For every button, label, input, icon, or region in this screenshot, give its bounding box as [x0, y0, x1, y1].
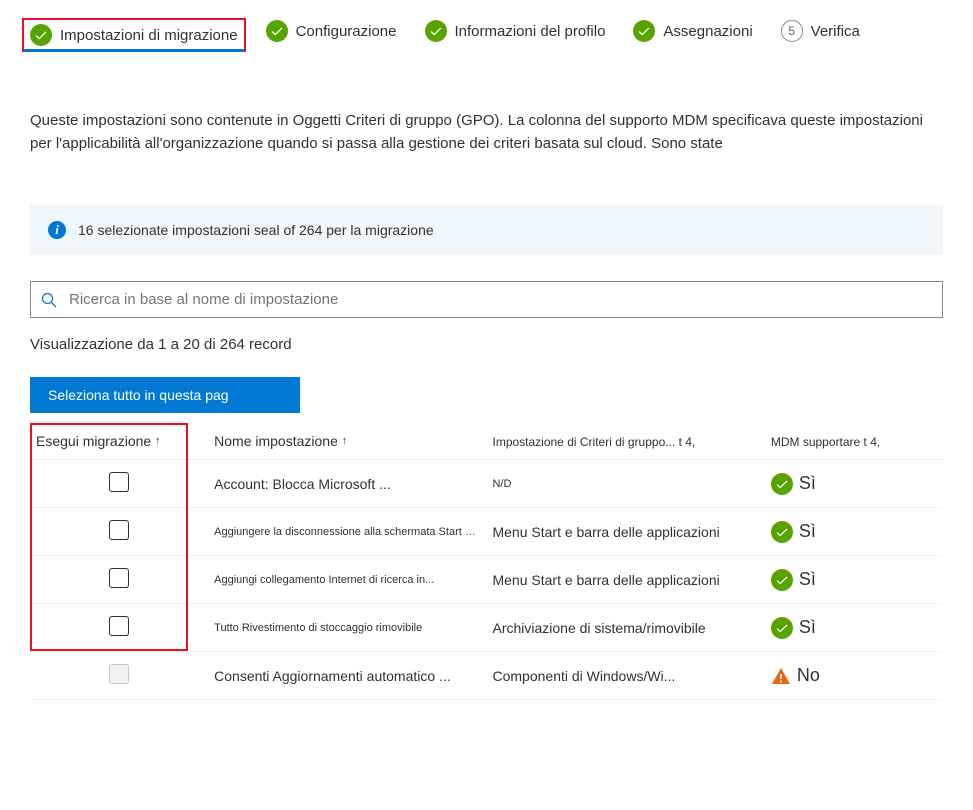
tab-migration-settings[interactable]: Impostazioni di migrazione [22, 18, 246, 52]
check-icon [771, 617, 793, 639]
step-number-icon: 5 [781, 20, 803, 42]
select-all-button[interactable]: Seleziona tutto in questa pag [30, 377, 300, 413]
setting-name: Account: Blocca Microsoft ... [208, 460, 486, 508]
search-input[interactable] [67, 290, 932, 309]
tab-label: Impostazioni di migrazione [60, 27, 238, 44]
tab-label: Configurazione [296, 23, 397, 40]
setting-name: Consenti Aggiornamenti automatico ... [208, 652, 486, 700]
tab-verify[interactable]: 5 Verifica [781, 20, 860, 50]
gpo-value: Archiviazione di sistema/rimovibile [486, 604, 764, 652]
tab-label: Assegnazioni [663, 23, 752, 40]
gpo-value: Menu Start e barra delle applicazioni [486, 556, 764, 604]
mdm-support: Sì [765, 460, 943, 508]
col-header-migrate[interactable]: Esegui migrazione ↑ [30, 423, 208, 460]
record-count-text: Visualizzazione da 1 a 20 di 264 record [30, 336, 943, 353]
settings-table: Esegui migrazione ↑ Nome impostazione ↑ … [30, 423, 943, 700]
tab-assignments[interactable]: Assegnazioni [633, 20, 752, 50]
gpo-value: Componenti di Windows/Wi... [486, 652, 764, 700]
gpo-value: Menu Start e barra delle applicazioni [486, 508, 764, 556]
info-icon: i [48, 221, 66, 239]
table-row: Aggiungi collegamento Internet di ricerc… [30, 556, 943, 604]
check-icon [771, 521, 793, 543]
table-row: Consenti Aggiornamenti automatico ... Co… [30, 652, 943, 700]
check-icon [30, 24, 52, 46]
check-icon [633, 20, 655, 42]
search-box[interactable] [30, 281, 943, 318]
migrate-checkbox[interactable] [109, 568, 129, 588]
migrate-checkbox-disabled [109, 664, 129, 684]
check-icon [266, 20, 288, 42]
table-row: Tutto Rivestimento di stoccaggio rimovib… [30, 604, 943, 652]
check-icon [771, 473, 793, 495]
mdm-support: Sì [765, 508, 943, 556]
tab-label: Verifica [811, 23, 860, 40]
setting-name: Tutto Rivestimento di stoccaggio rimovib… [208, 604, 486, 652]
info-text: 16 selezionate impostazioni seal of 264 … [78, 222, 434, 238]
wizard-stepper: Impostazioni di migrazione Configurazion… [30, 20, 943, 50]
sort-icon: ↑ [342, 435, 348, 447]
gpo-value: N/D [486, 460, 764, 508]
mdm-support: Sì [765, 556, 943, 604]
tab-label: Informazioni del profilo [455, 23, 606, 40]
col-header-name[interactable]: Nome impostazione ↑ [208, 423, 486, 460]
tab-profile-info[interactable]: Informazioni del profilo [425, 20, 606, 50]
table-header-row: Esegui migrazione ↑ Nome impostazione ↑ … [30, 423, 943, 460]
table-row: Aggiungere la disconnessione alla scherm… [30, 508, 943, 556]
settings-table-wrapper: Esegui migrazione ↑ Nome impostazione ↑ … [30, 423, 943, 700]
setting-name: Aggiungi collegamento Internet di ricerc… [208, 556, 486, 604]
migrate-checkbox[interactable] [109, 616, 129, 636]
mdm-support: No [765, 652, 943, 700]
sort-icon: ↑ [155, 435, 161, 447]
setting-name: Aggiungere la disconnessione alla scherm… [208, 508, 486, 556]
info-banner: i 16 selezionate impostazioni seal of 26… [30, 205, 943, 255]
search-icon [41, 292, 57, 308]
tab-configuration[interactable]: Configurazione [266, 20, 397, 50]
col-header-gpo[interactable]: Impostazione di Criteri di gruppo... t 4… [486, 423, 764, 460]
migrate-checkbox[interactable] [109, 520, 129, 540]
table-row: Account: Blocca Microsoft ... N/D Sì [30, 460, 943, 508]
check-icon [425, 20, 447, 42]
check-icon [771, 569, 793, 591]
warning-icon [771, 666, 791, 686]
description-text: Queste impostazioni sono contenute in Og… [30, 110, 943, 155]
col-header-mdm[interactable]: MDM supportare t 4, [765, 423, 943, 460]
migrate-checkbox[interactable] [109, 472, 129, 492]
mdm-support: Sì [765, 604, 943, 652]
